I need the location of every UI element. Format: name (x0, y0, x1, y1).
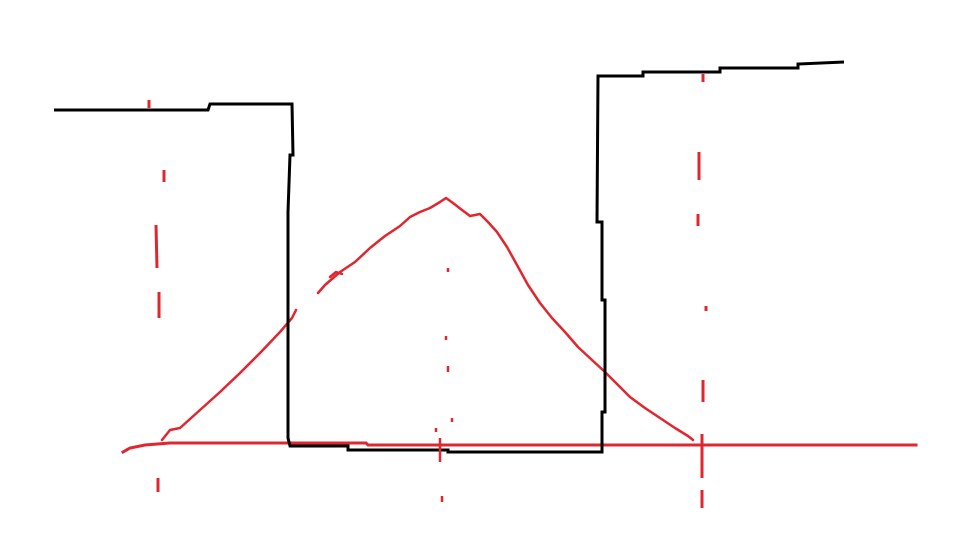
bell-curve (160, 196, 695, 442)
dashed-marker-left (147, 100, 166, 492)
baseline (120, 441, 918, 455)
dashed-marker-center (434, 268, 454, 502)
well-outline (54, 60, 845, 454)
dashed-marker-right (696, 74, 708, 508)
